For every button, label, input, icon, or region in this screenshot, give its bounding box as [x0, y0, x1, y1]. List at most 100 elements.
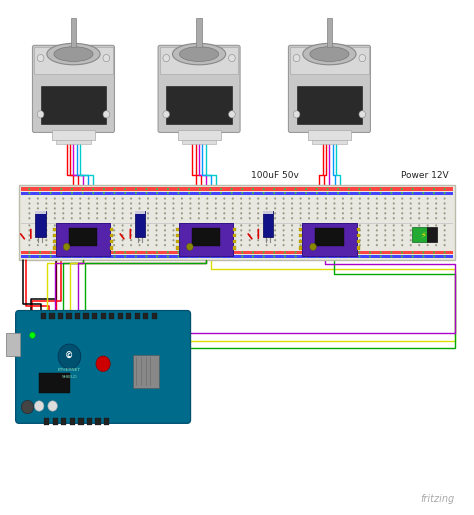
Circle shape	[265, 202, 268, 204]
Bar	[182, 140, 216, 145]
Circle shape	[435, 202, 437, 204]
Bar	[21, 222, 453, 224]
Circle shape	[350, 225, 353, 227]
Circle shape	[337, 251, 339, 253]
Circle shape	[37, 55, 44, 62]
Circle shape	[291, 234, 293, 236]
Circle shape	[380, 255, 382, 258]
Circle shape	[350, 202, 353, 204]
Circle shape	[223, 239, 225, 242]
Circle shape	[188, 188, 190, 190]
Circle shape	[444, 229, 446, 231]
Bar	[21, 255, 453, 258]
Circle shape	[376, 197, 378, 200]
Bar	[135, 313, 140, 319]
Circle shape	[113, 225, 115, 227]
Circle shape	[28, 239, 30, 242]
Circle shape	[393, 217, 395, 219]
Circle shape	[105, 212, 107, 214]
Circle shape	[284, 188, 286, 190]
Circle shape	[113, 251, 116, 253]
Circle shape	[294, 255, 297, 258]
Bar	[21, 251, 453, 254]
Bar	[299, 228, 302, 231]
Circle shape	[223, 234, 225, 236]
Circle shape	[300, 202, 301, 204]
Circle shape	[163, 55, 170, 62]
Circle shape	[167, 255, 169, 258]
Circle shape	[167, 192, 169, 194]
Circle shape	[60, 188, 63, 190]
Circle shape	[198, 234, 200, 236]
Circle shape	[265, 244, 268, 246]
Circle shape	[156, 188, 158, 190]
Circle shape	[228, 111, 235, 118]
Circle shape	[121, 229, 124, 231]
Circle shape	[28, 207, 30, 210]
Circle shape	[189, 229, 191, 231]
Circle shape	[167, 251, 169, 253]
Circle shape	[308, 244, 310, 246]
Circle shape	[189, 202, 191, 204]
Circle shape	[359, 197, 361, 200]
Circle shape	[358, 255, 361, 258]
Circle shape	[435, 229, 437, 231]
Circle shape	[291, 202, 293, 204]
Circle shape	[147, 197, 149, 200]
Circle shape	[188, 192, 190, 194]
Ellipse shape	[47, 43, 100, 65]
Circle shape	[273, 251, 275, 253]
Bar	[104, 418, 109, 425]
Circle shape	[215, 244, 217, 246]
Circle shape	[164, 234, 166, 236]
Circle shape	[390, 188, 392, 190]
Circle shape	[384, 217, 386, 219]
Circle shape	[181, 212, 183, 214]
Circle shape	[103, 188, 105, 190]
Circle shape	[177, 188, 180, 190]
Circle shape	[135, 188, 137, 190]
Circle shape	[88, 229, 90, 231]
Circle shape	[147, 212, 149, 214]
Bar	[143, 313, 148, 319]
Circle shape	[37, 229, 39, 231]
Circle shape	[241, 251, 243, 253]
Circle shape	[138, 234, 141, 236]
Circle shape	[325, 244, 327, 246]
Circle shape	[121, 202, 124, 204]
Circle shape	[96, 225, 98, 227]
Circle shape	[325, 212, 327, 214]
Bar	[58, 313, 63, 319]
Circle shape	[427, 202, 428, 204]
Circle shape	[380, 192, 382, 194]
Circle shape	[210, 251, 211, 253]
Bar	[312, 140, 346, 145]
Circle shape	[359, 217, 361, 219]
Circle shape	[411, 188, 414, 190]
Circle shape	[369, 251, 371, 253]
Circle shape	[401, 207, 403, 210]
Circle shape	[138, 225, 141, 227]
Bar	[53, 247, 55, 250]
Circle shape	[401, 229, 403, 231]
Circle shape	[308, 202, 310, 204]
Circle shape	[163, 111, 170, 118]
Circle shape	[422, 192, 424, 194]
Circle shape	[105, 217, 107, 219]
Circle shape	[294, 251, 297, 253]
Circle shape	[325, 225, 327, 227]
Circle shape	[283, 217, 285, 219]
Circle shape	[147, 229, 149, 231]
Circle shape	[215, 229, 217, 231]
Circle shape	[62, 217, 64, 219]
Circle shape	[317, 229, 319, 231]
Circle shape	[348, 188, 350, 190]
Circle shape	[206, 244, 209, 246]
Circle shape	[105, 234, 107, 236]
Circle shape	[199, 255, 201, 258]
Circle shape	[50, 192, 52, 194]
Bar	[263, 211, 273, 214]
Circle shape	[54, 202, 56, 204]
Circle shape	[401, 188, 403, 190]
Circle shape	[367, 239, 369, 242]
